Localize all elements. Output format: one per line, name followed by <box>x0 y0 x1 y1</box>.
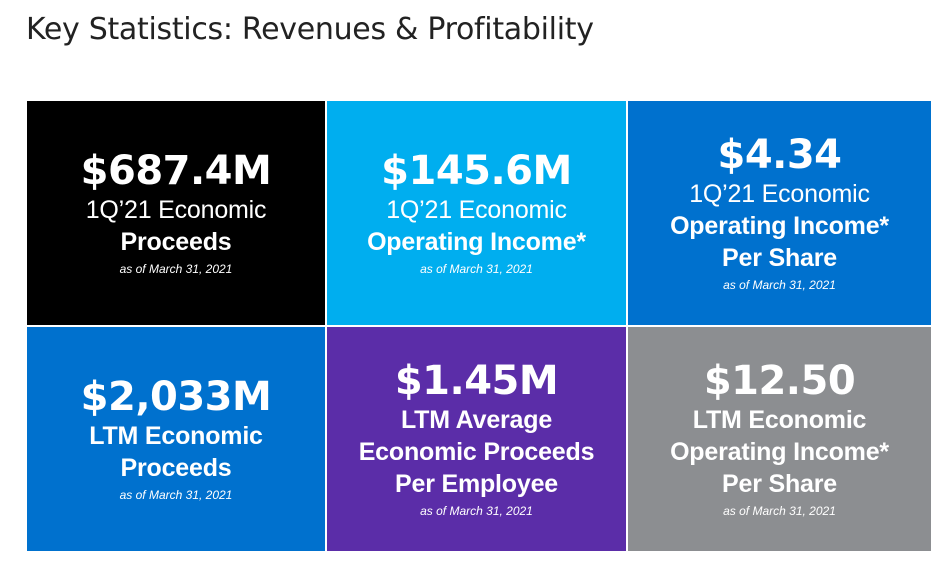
stat-label-line: LTM Economic <box>89 422 263 450</box>
stat-label-line: 1Q’21 Economic <box>85 196 267 224</box>
stat-label-line: Per Share <box>722 244 837 272</box>
stat-label-line: Operating Income* <box>670 212 889 240</box>
stat-tile-ltm-proceeds-per-employee: $1.45M LTM Average Economic Proceeds Per… <box>327 327 626 551</box>
stat-label-line: 1Q’21 Economic <box>689 180 870 208</box>
stat-value: $687.4M <box>80 148 272 194</box>
stat-value: $12.50 <box>703 358 856 404</box>
statistics-grid: $687.4M 1Q’21 Economic Proceeds as of Ma… <box>27 101 931 551</box>
stat-label-line: Per Share <box>722 470 837 498</box>
page-title: Key Statistics: Revenues & Profitability <box>26 12 594 47</box>
stat-date: as of March 31, 2021 <box>723 504 836 518</box>
stat-label-line: Per Employee <box>395 470 558 498</box>
stat-label-line: Operating Income* <box>670 438 889 466</box>
stat-date: as of March 31, 2021 <box>119 488 233 502</box>
stat-tile-1q21-operating-income-per-share: $4.34 1Q’21 Economic Operating Income* P… <box>628 101 931 325</box>
stat-tile-1q21-economic-operating-income: $145.6M 1Q’21 Economic Operating Income*… <box>327 101 626 325</box>
stat-label-line: Proceeds <box>120 228 232 256</box>
stat-tile-ltm-economic-proceeds: $2,033M LTM Economic Proceeds as of Marc… <box>27 327 325 551</box>
stat-value: $2,033M <box>80 374 272 420</box>
stat-date: as of March 31, 2021 <box>420 262 533 276</box>
stat-label-line: Proceeds <box>120 454 232 482</box>
stat-value: $145.6M <box>381 148 572 194</box>
stat-date: as of March 31, 2021 <box>723 278 836 292</box>
stat-date: as of March 31, 2021 <box>119 262 233 276</box>
stat-date: as of March 31, 2021 <box>420 504 533 518</box>
stat-tile-1q21-economic-proceeds: $687.4M 1Q’21 Economic Proceeds as of Ma… <box>27 101 325 325</box>
stat-label-line: 1Q’21 Economic <box>386 196 567 224</box>
stat-value: $4.34 <box>717 132 842 178</box>
stat-value: $1.45M <box>394 358 559 404</box>
stat-tile-ltm-operating-income-per-share: $12.50 LTM Economic Operating Income* Pe… <box>628 327 931 551</box>
stat-label-line: Operating Income* <box>367 228 586 256</box>
stat-label-line: LTM Economic <box>692 406 867 434</box>
stat-label-line: LTM Average <box>400 406 553 434</box>
stat-label-line: Economic Proceeds <box>358 438 595 466</box>
